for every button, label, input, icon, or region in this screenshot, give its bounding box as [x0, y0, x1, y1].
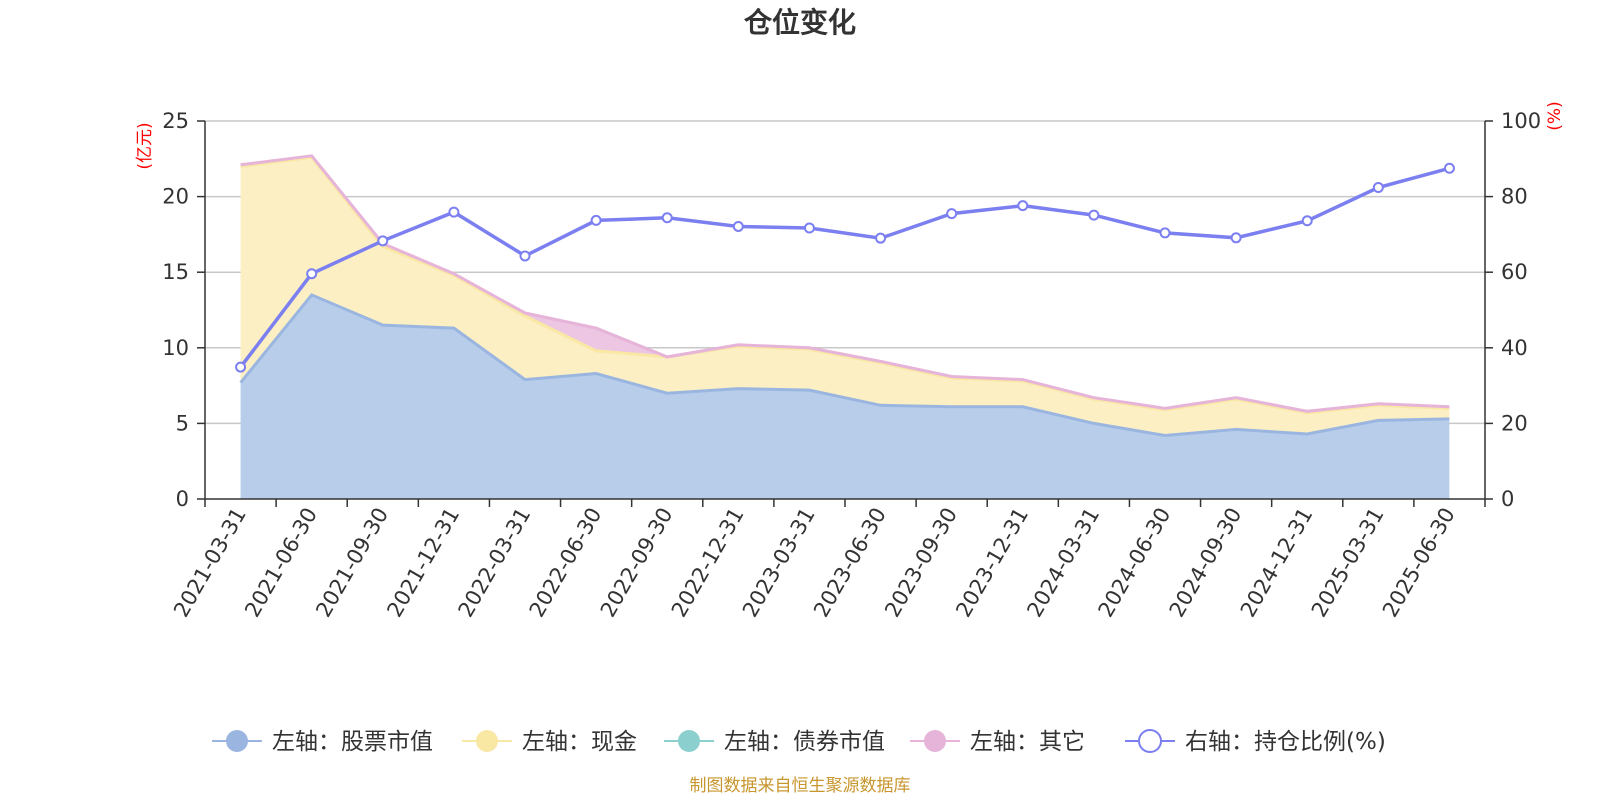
ratio-point — [1301, 215, 1313, 227]
x-tick-label: 2021-06-30 — [240, 504, 322, 622]
left-tick-label: 0 — [176, 487, 189, 511]
x-tick-label: 2025-06-30 — [1378, 504, 1460, 622]
ratio-point — [1088, 209, 1100, 221]
holding-ratio-series — [235, 162, 1455, 373]
ratio-point — [377, 235, 389, 247]
right-tick-label: 0 — [1501, 487, 1514, 511]
x-tick-label: 2024-06-30 — [1094, 504, 1176, 622]
ratio-point — [732, 220, 744, 232]
ratio-point — [306, 268, 318, 280]
right-tick-label: 40 — [1501, 336, 1528, 360]
right-tick-label: 60 — [1501, 260, 1528, 284]
x-tick-label: 2024-09-30 — [1165, 504, 1247, 622]
legend-label: 左轴：债券市值 — [724, 729, 885, 755]
ratio-point — [1443, 162, 1455, 174]
ratio-point — [946, 208, 958, 220]
ratio-line — [239, 166, 1450, 369]
left-tick-label: 25 — [162, 109, 189, 133]
ratio-point — [1017, 200, 1029, 212]
x-tick-label: 2021-09-30 — [311, 504, 393, 622]
right-axis-unit: (%) — [1545, 101, 1565, 130]
ratio-point — [803, 222, 815, 234]
x-tick-label: 2021-03-31 — [169, 504, 251, 622]
data-source-note: 制图数据来自恒生聚源数据库 — [690, 776, 911, 796]
ratio-point — [1230, 232, 1242, 244]
ratio-point — [661, 212, 673, 224]
x-tick-label: 2022-06-30 — [525, 504, 607, 622]
ratio-point — [590, 214, 602, 226]
legend: 左轴：股票市值 左轴：现金 左轴：债券市值 左轴：其它 右轴：持仓比例(%) — [212, 729, 1386, 755]
x-tick-label: 2021-12-31 — [382, 504, 464, 622]
legend-marker — [1138, 729, 1162, 753]
x-tick-label: 2024-12-31 — [1236, 504, 1318, 622]
right-tick-label: 80 — [1501, 185, 1528, 209]
x-tick-label: 2023-03-31 — [738, 504, 820, 622]
x-tick-label: 2022-09-30 — [596, 504, 678, 622]
legend-label: 左轴：股票市值 — [272, 729, 433, 755]
area-edge-line — [239, 293, 1450, 438]
area-f9e7a4 — [240, 157, 1450, 436]
x-tick-label: 2024-03-31 — [1022, 504, 1104, 622]
ratio-point — [1159, 227, 1171, 239]
x-tick-label: 2022-12-31 — [667, 504, 749, 622]
chart-title: 仓位变化 — [744, 6, 856, 39]
legend-label: 右轴：持仓比例(%) — [1185, 729, 1386, 755]
right-tick-label: 20 — [1501, 411, 1528, 435]
legend-marker — [924, 730, 946, 752]
legend-marker — [226, 730, 248, 752]
left-tick-label: 10 — [162, 336, 189, 360]
stacked-areas — [239, 154, 1450, 499]
x-tick-label: 2023-12-31 — [951, 504, 1033, 622]
area-edge-line — [240, 154, 1450, 413]
x-tick-label: 2025-03-31 — [1307, 504, 1389, 622]
legend-marker — [476, 730, 498, 752]
area-9ab6e0 — [240, 294, 1450, 499]
ratio-point — [519, 250, 531, 262]
left-tick-label: 5 — [176, 411, 189, 435]
legend-label: 左轴：现金 — [522, 729, 637, 755]
legend-marker — [678, 730, 700, 752]
right-tick-label: 100 — [1501, 109, 1541, 133]
x-tick-label: 2022-03-31 — [454, 504, 536, 622]
left-tick-label: 20 — [162, 185, 189, 209]
ratio-point — [875, 232, 887, 244]
ratio-point — [235, 361, 247, 373]
ratio-point — [448, 206, 460, 218]
ratio-point — [1372, 182, 1384, 194]
x-tick-label: 2023-06-30 — [809, 504, 891, 622]
left-tick-label: 15 — [162, 260, 189, 284]
x-tick-label: 2023-09-30 — [880, 504, 962, 622]
legend-label: 左轴：其它 — [970, 729, 1085, 755]
left-axis-unit: (亿元) — [135, 122, 155, 169]
